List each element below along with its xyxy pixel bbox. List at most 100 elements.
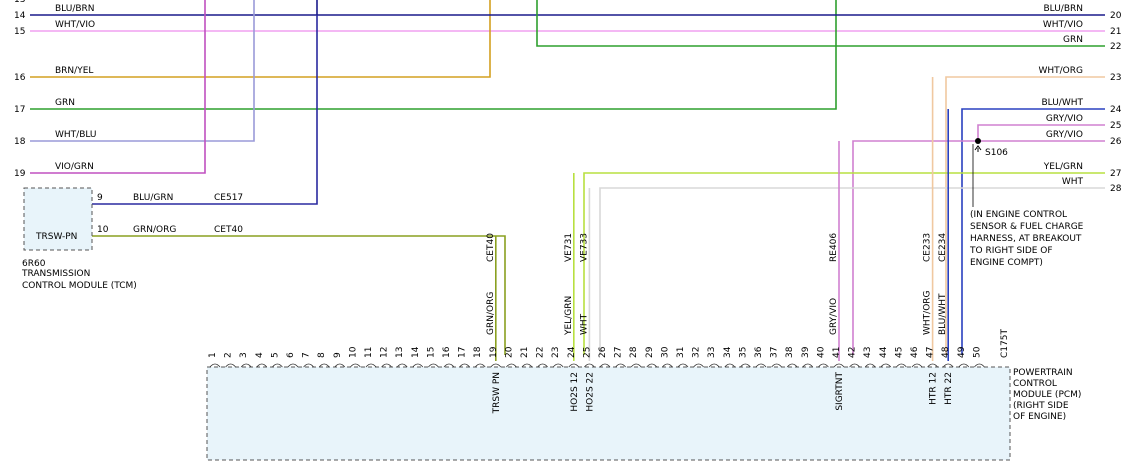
left-wire-color-17: GRN xyxy=(55,98,75,108)
pcm-pin-num-24: 24 xyxy=(567,346,577,358)
pcm-pin-num-6: 6 xyxy=(286,352,296,358)
pcm-line-2: CONTROL xyxy=(1013,379,1057,389)
pcm-pin-num-50: 50 xyxy=(972,346,982,358)
pcm-pin-num-23: 23 xyxy=(551,347,561,358)
wire-right-22 xyxy=(536,0,1105,47)
right-wire-color-24: BLU/WHT xyxy=(1041,98,1083,108)
pcm-wire-circuit-41: RE406 xyxy=(829,233,839,262)
wire-right-24 xyxy=(961,108,1105,355)
pcm-pin-29 xyxy=(646,363,658,368)
pcm-pin-num-38: 38 xyxy=(785,346,795,358)
pcm-pin-label-47: HTR 12 xyxy=(929,372,939,405)
pcm-pin-num-27: 27 xyxy=(614,347,624,358)
left-wire-color-15: WHT/VIO xyxy=(55,20,95,30)
pcm-pin-25 xyxy=(584,363,595,368)
pcm-wire-circuit-25: VE733 xyxy=(579,233,589,262)
right-wire-color-27: YEL/GRN xyxy=(1043,162,1083,172)
pcm-pin-num-1: 1 xyxy=(208,352,218,358)
left-wire-num-17: 17 xyxy=(14,105,25,115)
right-wire-num-28: 28 xyxy=(1110,184,1122,194)
pcm-wire-color-25: WHT xyxy=(579,313,589,335)
pcm-pin-num-15: 15 xyxy=(426,347,436,358)
pcm-wire-color-41: GRY/VIO xyxy=(829,298,839,335)
wire-right-26 xyxy=(852,140,1105,355)
pcm-line-4: (RIGHT SIDE xyxy=(1013,401,1069,411)
wires-layer xyxy=(30,0,1105,361)
pcm-pin-num-25: 25 xyxy=(582,347,592,358)
pcm-pin-num-11: 11 xyxy=(364,347,374,358)
left-wire-num-18: 18 xyxy=(14,137,26,147)
pcm-pin-26 xyxy=(599,363,611,368)
pcm-pin-num-10: 10 xyxy=(348,346,358,358)
pcm-pin-37 xyxy=(771,363,782,368)
pcm-pin-13 xyxy=(396,363,408,368)
left-wire-num-16: 16 xyxy=(14,73,26,83)
pcm-pin-31 xyxy=(677,363,689,368)
tcm-pin-label: TRSW-PN xyxy=(35,232,77,242)
wire-tcm-10 xyxy=(92,235,506,355)
pcm-pin-num-43: 43 xyxy=(863,347,873,358)
pcm-pin-11 xyxy=(365,363,377,368)
pcm-pin-num-20: 20 xyxy=(504,346,514,358)
pcm-pin-label-48: HTR 22 xyxy=(944,372,954,405)
pcm-pin-9 xyxy=(334,363,346,368)
pcm-pin-14 xyxy=(412,363,424,368)
pcm-pin-20 xyxy=(506,363,517,368)
pcm-pin-30 xyxy=(662,363,673,368)
pcm-pin-num-36: 36 xyxy=(754,346,764,358)
splice-note-4: TO RIGHT SIDE OF xyxy=(969,246,1053,256)
right-wire-num-26: 26 xyxy=(1110,137,1122,147)
left-wire-color-18: WHT/BLU xyxy=(55,130,97,140)
splice-note-2: SENSOR & FUEL CHARGE xyxy=(970,222,1084,232)
pcm-pin-7 xyxy=(303,363,314,368)
right-wire-color-20: BLU/BRN xyxy=(1043,4,1083,14)
tcm-pin-circuit-9: CE517 xyxy=(214,193,243,203)
pcm-pin-num-44: 44 xyxy=(879,346,889,358)
pcm-pin-24 xyxy=(568,363,580,368)
tcm-pin-num-9: 9 xyxy=(97,193,103,203)
pcm-wire-circuit-47: CE233 xyxy=(923,233,933,262)
pcm-pin-num-19: 19 xyxy=(489,346,499,358)
splice-dot xyxy=(975,138,981,144)
pcm-pin-label-19: TRSW PN xyxy=(492,372,502,414)
pcm-wire-circuit-24: VE731 xyxy=(564,233,574,262)
pcm-pin-40 xyxy=(818,363,829,368)
pcm-pin-15 xyxy=(428,363,439,368)
pcm-pin-28 xyxy=(630,363,642,368)
pcm-pin-num-28: 28 xyxy=(629,346,639,358)
right-wire-color-28: WHT xyxy=(1062,177,1084,187)
pcm-pin-43 xyxy=(864,363,876,368)
pcm-pin-label-25: HO2S 22 xyxy=(585,372,595,412)
right-wire-num-24: 24 xyxy=(1110,105,1122,115)
left-wire-color-14: BLU/BRN xyxy=(55,4,95,14)
pcm-pin-num-26: 26 xyxy=(598,346,608,358)
pcm-pin-num-42: 42 xyxy=(848,347,858,358)
pcm-pin-6 xyxy=(287,363,299,368)
pcm-pin-19 xyxy=(490,363,502,368)
pcm-pin-38 xyxy=(786,363,798,368)
pcm-wire-color-48: BLU/WHT xyxy=(938,293,948,335)
pcm-pin-num-31: 31 xyxy=(676,347,686,358)
pcm-pin-34 xyxy=(724,363,736,368)
pcm-pin-num-13: 13 xyxy=(395,347,405,358)
pcm-pin-num-39: 39 xyxy=(801,346,811,358)
pcm-line-1: POWERTRAIN xyxy=(1013,368,1073,378)
pcm-pin-45 xyxy=(896,363,907,368)
pcm-pin-17 xyxy=(459,363,470,368)
pcm-pin-35 xyxy=(740,363,751,368)
pcm-connector-label: C175T xyxy=(1000,329,1010,358)
tcm-pin-color-9: BLU/GRN xyxy=(133,193,173,203)
pcm-pin-label-41: SIGRTNT xyxy=(835,372,845,411)
tcm-pin-color-10: GRN/ORG xyxy=(133,225,176,235)
right-wire-num-21: 21 xyxy=(1110,27,1121,37)
pcm-pin-num-5: 5 xyxy=(270,352,280,358)
right-wire-color-26: GRY/VIO xyxy=(1046,130,1083,140)
right-wire-num-25: 25 xyxy=(1110,121,1121,131)
wire-right-28 xyxy=(599,187,1105,355)
pcm-pin-num-3: 3 xyxy=(239,352,249,358)
tcm-line-2: TRANSMISSION xyxy=(21,269,90,279)
splice-note-1: (IN ENGINE CONTROL xyxy=(970,210,1067,220)
pcm-pin-23 xyxy=(552,363,564,368)
pcm-wire-color-19: GRN/ORG xyxy=(486,292,496,335)
pcm-pin-3 xyxy=(240,363,252,368)
